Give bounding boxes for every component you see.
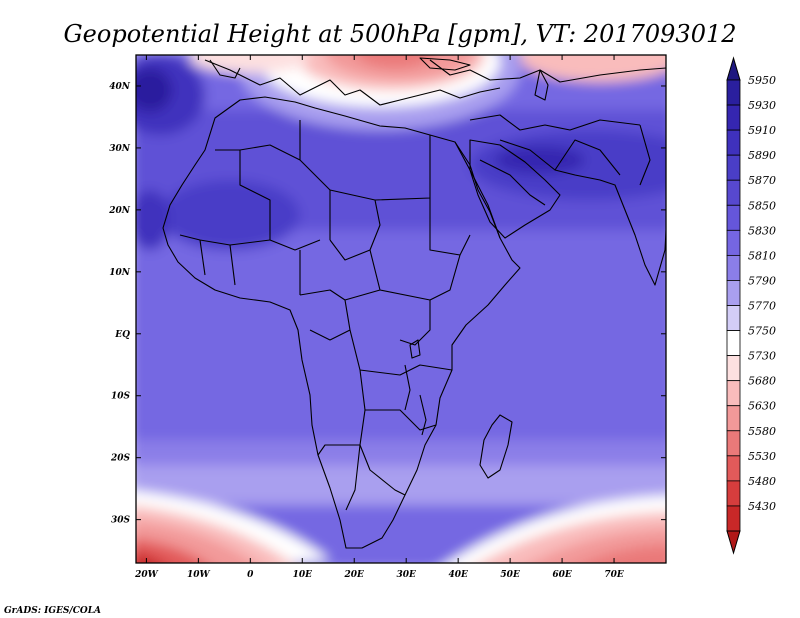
map-plot-area: 20W 10W 0 10E 20E 30E 40E 50E 60E 70E 40N 30N 20N 10… xyxy=(108,54,667,580)
colorbar-label: 5870 xyxy=(748,174,776,187)
colorbar-swatch xyxy=(726,280,741,306)
colorbar-swatch xyxy=(726,430,741,457)
x-tick-label: 20E xyxy=(344,570,365,580)
colorbar-label: 5790 xyxy=(748,274,776,287)
colorbar-label: 5850 xyxy=(748,199,776,212)
x-tick-label: 60E xyxy=(552,570,572,580)
map-frame xyxy=(135,54,667,564)
height-field xyxy=(136,55,666,563)
south-asia-coastline xyxy=(499,139,666,286)
colorbar-label: 5950 xyxy=(748,74,776,87)
chart-title: Geopotential Height at 500hPa [gpm], VT:… xyxy=(64,20,737,48)
colorbar-swatch xyxy=(726,480,741,507)
colorbar-swatch xyxy=(726,380,741,407)
x-tick-label: 50E xyxy=(500,570,520,580)
y-tick-label: 20S xyxy=(110,454,131,464)
colorbar-swatch xyxy=(726,330,741,357)
colorbar-swatch xyxy=(726,204,741,231)
colorbar-swatch xyxy=(726,455,741,482)
x-tick-label: 10E xyxy=(293,570,313,580)
coastline-borders xyxy=(162,57,666,549)
colorbar-swatch xyxy=(726,405,741,432)
x-tick-label: 30E xyxy=(397,570,417,580)
y-tick-label: 40N xyxy=(109,82,131,92)
colorbar-label: 5810 xyxy=(748,249,776,262)
colorbar-swatch xyxy=(726,179,741,206)
colorbar-swatch xyxy=(726,355,741,382)
colorbar-label: 5930 xyxy=(748,99,776,112)
y-tick-label: 30N xyxy=(109,144,131,154)
y-tick-label: 10N xyxy=(109,268,131,278)
colorbar-swatch xyxy=(726,129,741,156)
colorbar-top-arrow xyxy=(726,56,741,81)
colorbar-label: 5910 xyxy=(748,124,776,137)
x-axis-ticks: 20W 10W 0 10E 20E 30E 40E 50E 60E 70E xyxy=(134,55,624,580)
colorbar-label: 5750 xyxy=(748,325,776,338)
colorbar-label: 5890 xyxy=(748,149,776,162)
colorbar-swatch xyxy=(726,229,741,256)
colorbar-label: 5680 xyxy=(748,375,776,388)
colorbar-swatch xyxy=(726,505,741,532)
colorbar-label: 5580 xyxy=(748,425,776,438)
colorbar-label: 5530 xyxy=(748,450,776,463)
colorbar-label: 5480 xyxy=(748,475,776,488)
madagascar-coastline xyxy=(479,414,513,479)
arabia-coastline xyxy=(469,139,561,239)
x-tick-label: 40E xyxy=(448,570,468,580)
y-axis-ticks: 40N 30N 20N 10N EQ 10S 20S 30S xyxy=(108,82,666,526)
colorbar-label: 5430 xyxy=(748,500,776,513)
colorbar-bottom-arrow xyxy=(726,530,741,555)
x-tick-label: 10W xyxy=(187,570,211,580)
africa-coastline xyxy=(162,96,521,549)
credit-text: GrADS: IGES/COLA xyxy=(4,606,101,616)
y-tick-label: 30S xyxy=(111,516,131,526)
x-tick-label: 70E xyxy=(604,570,624,580)
colorbar-swatch xyxy=(726,254,741,281)
colorbar-swatch xyxy=(726,79,741,106)
colorbar-label: 5830 xyxy=(748,224,776,237)
colorbar: 5950 5930 5910 5890 5870 5850 5830 5810 5790 5770… xyxy=(726,56,776,555)
colorbar-swatch xyxy=(726,154,741,181)
colorbar-swatch xyxy=(726,104,741,131)
y-tick-label: EQ xyxy=(114,330,130,340)
y-tick-label: 10S xyxy=(111,392,131,402)
europe-coastline xyxy=(204,59,501,106)
colorbar-swatch xyxy=(726,305,741,331)
colorbar-label: 5630 xyxy=(748,400,776,413)
x-tick-label: 20W xyxy=(134,570,159,580)
colorbar-label: 5770 xyxy=(748,300,776,313)
colorbar-label: 5730 xyxy=(748,350,776,363)
y-tick-label: 20N xyxy=(108,206,131,216)
x-tick-label: 0 xyxy=(247,570,254,580)
